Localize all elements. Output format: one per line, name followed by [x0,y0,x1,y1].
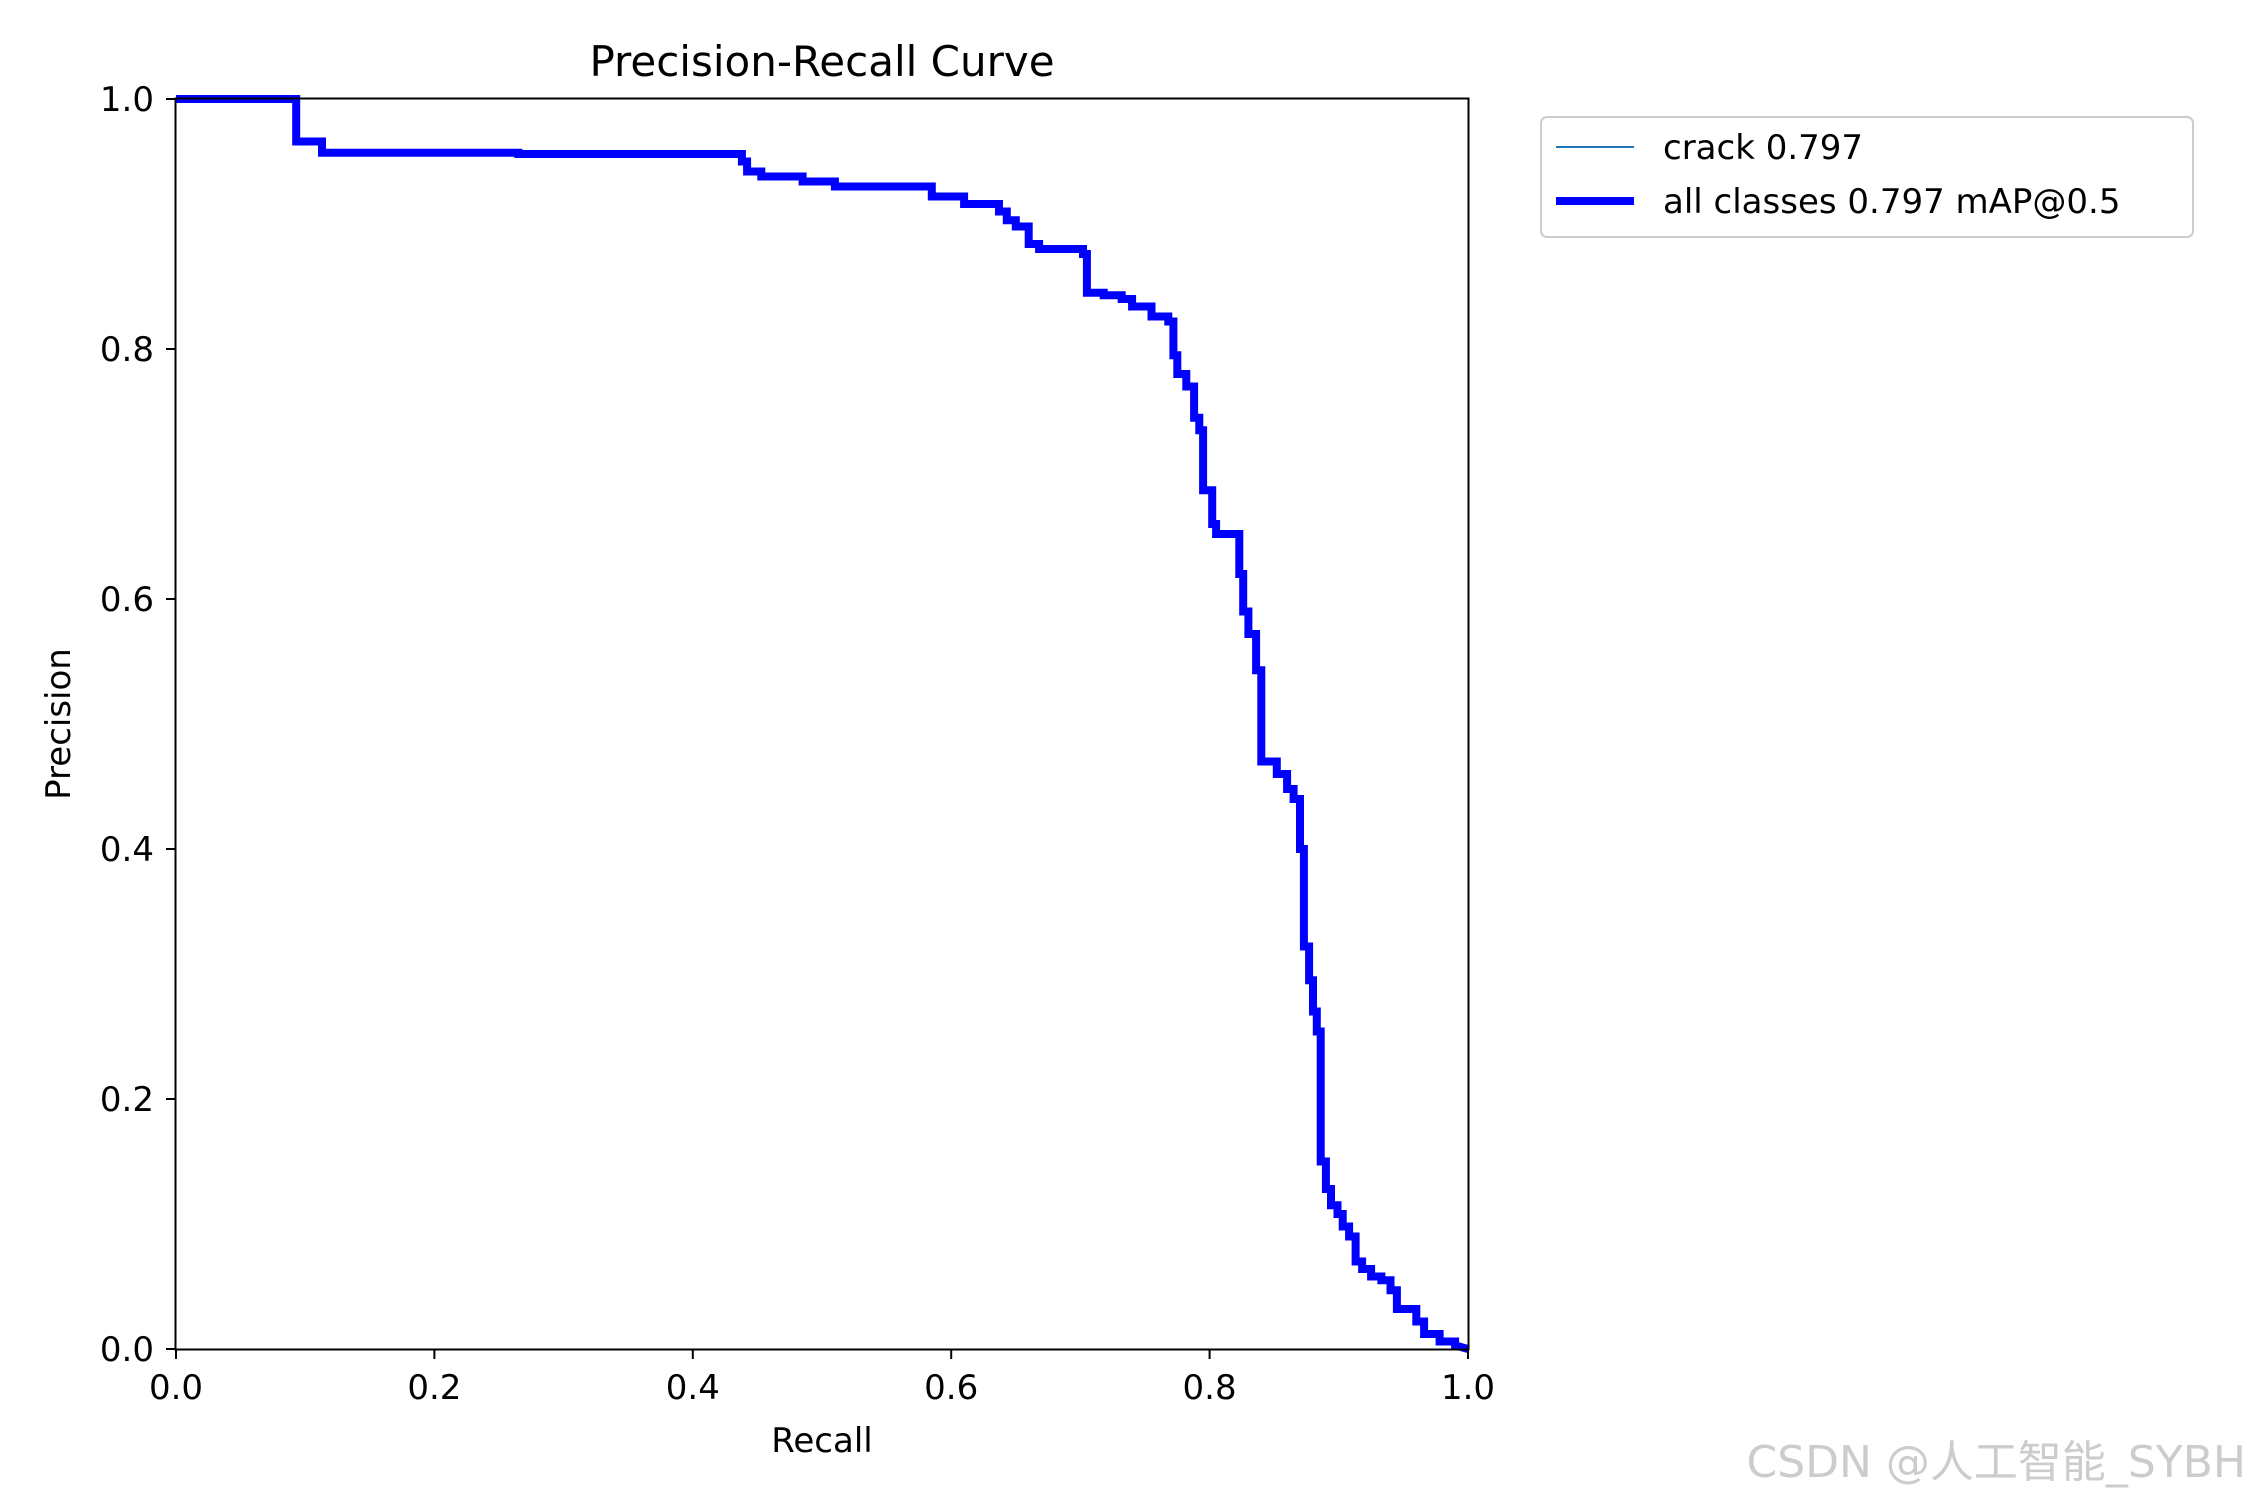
x-axis: 0.0 0.2 0.4 0.6 0.8 1.0 [149,1349,1495,1408]
y-tick-label: 0.2 [100,1080,154,1120]
legend-label-all-classes: all classes 0.797 mAP@0.5 [1663,182,2120,222]
y-axis: 0.0 0.2 0.4 0.6 0.8 1.0 [100,80,176,1370]
legend-box [1540,116,2194,238]
watermark: CSDN @人工智能_SYBH [1746,1437,2246,1488]
x-tick-label: 1.0 [1441,1368,1495,1408]
plot-lines [176,95,1470,1353]
legend: crack 0.797 all classes 0.797 mAP@0.5 [1540,116,2194,238]
y-tick-label: 0.8 [100,330,154,370]
chart-title: Precision-Recall Curve [589,37,1054,86]
series-line-1 [176,95,1470,1353]
y-tick-label: 0.6 [100,580,154,620]
legend-label-crack: crack 0.797 [1663,128,1863,168]
x-tick-label: 0.4 [666,1368,720,1408]
y-axis-label: Precision [39,648,79,800]
x-tick-label: 0.0 [149,1368,203,1408]
x-axis-label: Recall [771,1421,872,1461]
x-tick-label: 0.8 [1183,1368,1237,1408]
plot-frame [174,97,1470,1351]
y-tick-label: 1.0 [100,80,154,120]
y-tick-label: 0.4 [100,830,154,870]
x-tick-label: 0.6 [924,1368,978,1408]
series-line-0 [176,97,1469,1351]
y-tick-label: 0.0 [100,1330,154,1370]
x-tick-label: 0.2 [407,1368,461,1408]
